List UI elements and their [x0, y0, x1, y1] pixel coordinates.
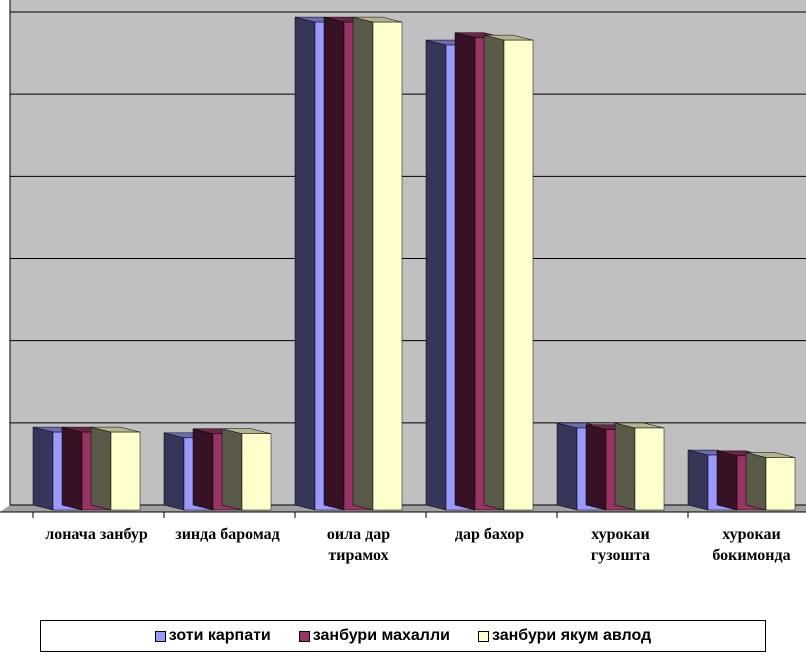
bar: [614, 422, 665, 511]
bar-side: [483, 34, 505, 511]
bar-side: [32, 426, 54, 511]
plot-wall: [10, 0, 806, 505]
chart: [0, 0, 806, 518]
legend-item: занбури махалли: [298, 627, 450, 645]
bar-front: [503, 39, 534, 511]
bar-front: [634, 427, 665, 511]
bar-side: [352, 16, 374, 511]
legend-label: зоти карпати: [168, 627, 271, 644]
legend-swatch: [154, 630, 166, 642]
bar-side: [614, 422, 636, 511]
bar: [221, 428, 272, 511]
bar-side: [323, 16, 345, 511]
legend: зоти карпати занбури махалли занбури якум …: [40, 620, 766, 652]
legend-item: занбури якум авлод: [477, 627, 652, 645]
bar-front: [372, 21, 403, 511]
bar-front: [110, 431, 141, 511]
bar-side: [192, 428, 214, 511]
bar-side: [454, 32, 476, 511]
bar-side: [294, 16, 316, 511]
legend-label: занбури якум авлод: [491, 627, 652, 644]
bar-side: [90, 426, 112, 511]
x-tick-label: лонача занбур: [45, 526, 148, 543]
x-tick-label: оила дар тирамох: [326, 526, 391, 564]
x-tick-label: зинда баромад: [175, 526, 280, 543]
bar-side: [425, 39, 447, 511]
bar-side: [585, 424, 607, 511]
x-tick-label: хурокаи бокимонда: [712, 526, 791, 564]
bar: [352, 16, 403, 511]
bar: [483, 34, 534, 511]
bar-side: [687, 449, 709, 511]
legend-item: зоти карпати: [154, 627, 271, 645]
bar-front: [241, 433, 272, 511]
x-tick-label: дар бахор: [454, 526, 525, 543]
bar-side: [745, 452, 767, 511]
bar-side: [556, 422, 578, 511]
bar-side: [61, 426, 83, 511]
bar-front: [765, 457, 796, 511]
bar-side: [716, 450, 738, 511]
x-tick-label: хурокаи гузошта: [590, 526, 651, 564]
legend-swatch: [298, 630, 310, 642]
bar-side: [221, 428, 243, 511]
legend-label: занбури махалли: [312, 627, 450, 644]
bar: [90, 426, 141, 511]
bar-side: [163, 432, 185, 511]
bar: [745, 452, 796, 511]
legend-swatch: [477, 630, 489, 642]
